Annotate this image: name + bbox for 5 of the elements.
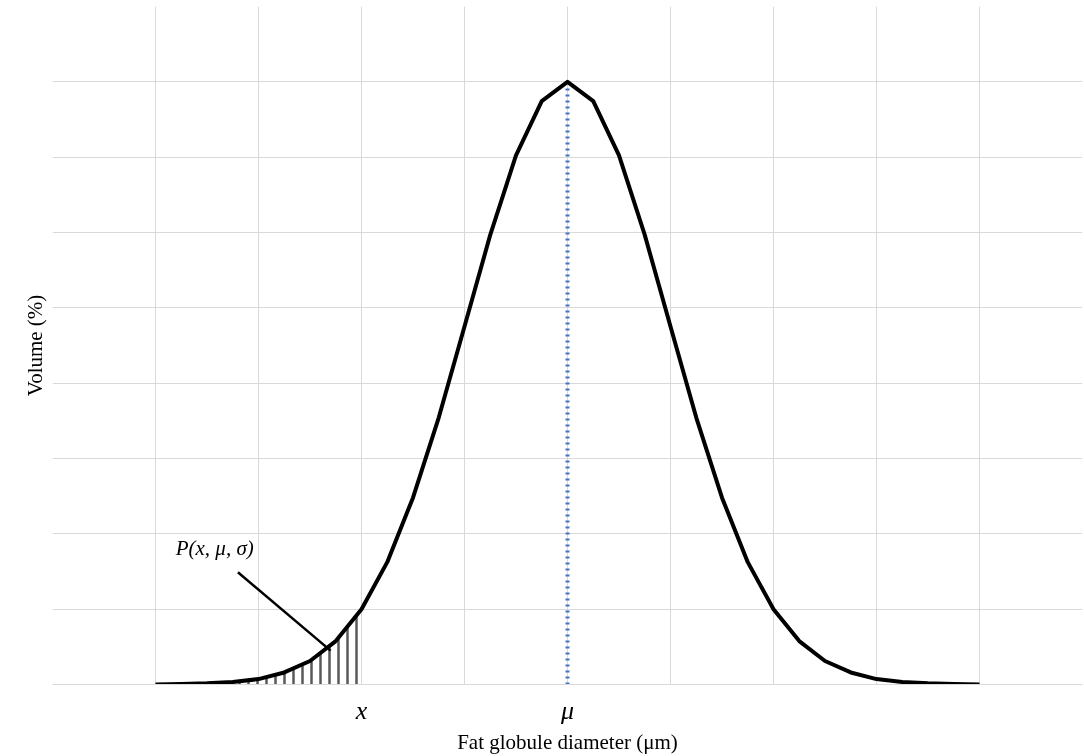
x-axis-title: Fat globule diameter (μm): [457, 729, 678, 754]
x-tick-label: x: [354, 695, 368, 725]
annotation: P(x, μ, σ): [174, 536, 254, 561]
y-axis-title: Volume (%): [22, 294, 47, 397]
x-tick-label: μ: [559, 695, 575, 725]
